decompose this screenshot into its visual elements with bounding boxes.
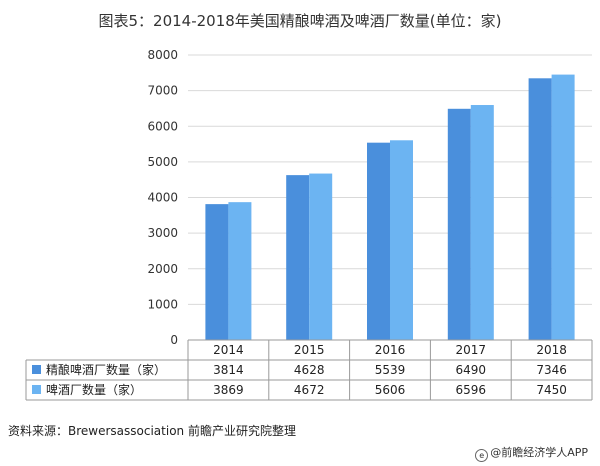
data-label: 6490 (456, 363, 487, 377)
legend-swatch (32, 385, 41, 394)
bar-brewery-2016 (390, 140, 413, 340)
data-label: 4628 (294, 363, 325, 377)
source-note: 资料来源：Brewersassociation 前瞻产业研究院整理 (8, 424, 296, 438)
bar-craft-2018 (528, 78, 552, 340)
bar-brewery-2018 (551, 74, 575, 340)
y-tick-label: 1000 (147, 297, 178, 311)
y-tick-label: 5000 (147, 155, 178, 169)
y-tick-label: 6000 (147, 119, 178, 133)
brand-footer: e @前瞻经济学人APP (475, 444, 588, 462)
legend-label: 啤酒厂数量（家） (46, 382, 142, 397)
data-label: 7346 (536, 363, 567, 377)
data-label: 4672 (294, 383, 325, 397)
x-tick-label: 2014 (213, 343, 244, 357)
data-label: 5539 (375, 363, 406, 377)
bar-craft-2015 (286, 175, 310, 340)
y-tick-label: 0 (170, 333, 178, 347)
y-tick-label: 3000 (147, 226, 178, 240)
x-tick-label: 2016 (375, 343, 406, 357)
y-tick-label: 8000 (147, 48, 178, 62)
y-tick-label: 4000 (147, 191, 178, 205)
brand-label: @前瞻经济学人APP (490, 446, 588, 459)
bar-craft-2017 (447, 108, 471, 340)
bar-brewery-2014 (228, 202, 252, 340)
y-tick-label: 7000 (147, 84, 178, 98)
data-label: 3814 (213, 363, 244, 377)
x-tick-label: 2017 (456, 343, 487, 357)
legend-swatch (32, 365, 41, 374)
x-tick-label: 2015 (294, 343, 325, 357)
bar-brewery-2017 (470, 105, 494, 340)
bar-craft-2014 (205, 204, 229, 340)
legend-label: 精酿啤酒厂数量（家） (46, 362, 166, 377)
data-label: 7450 (536, 383, 567, 397)
bar-craft-2016 (367, 142, 390, 340)
y-tick-label: 2000 (147, 262, 178, 276)
x-tick-label: 2018 (536, 343, 567, 357)
data-label: 6596 (456, 383, 487, 397)
bar-brewery-2015 (309, 173, 333, 340)
brand-logo-icon: e (475, 449, 489, 462)
data-label: 3869 (213, 383, 244, 397)
chart-title: 图表5：2014-2018年美国精酿啤酒及啤酒厂数量(单位：家) (98, 12, 502, 30)
data-label: 5606 (375, 383, 406, 397)
